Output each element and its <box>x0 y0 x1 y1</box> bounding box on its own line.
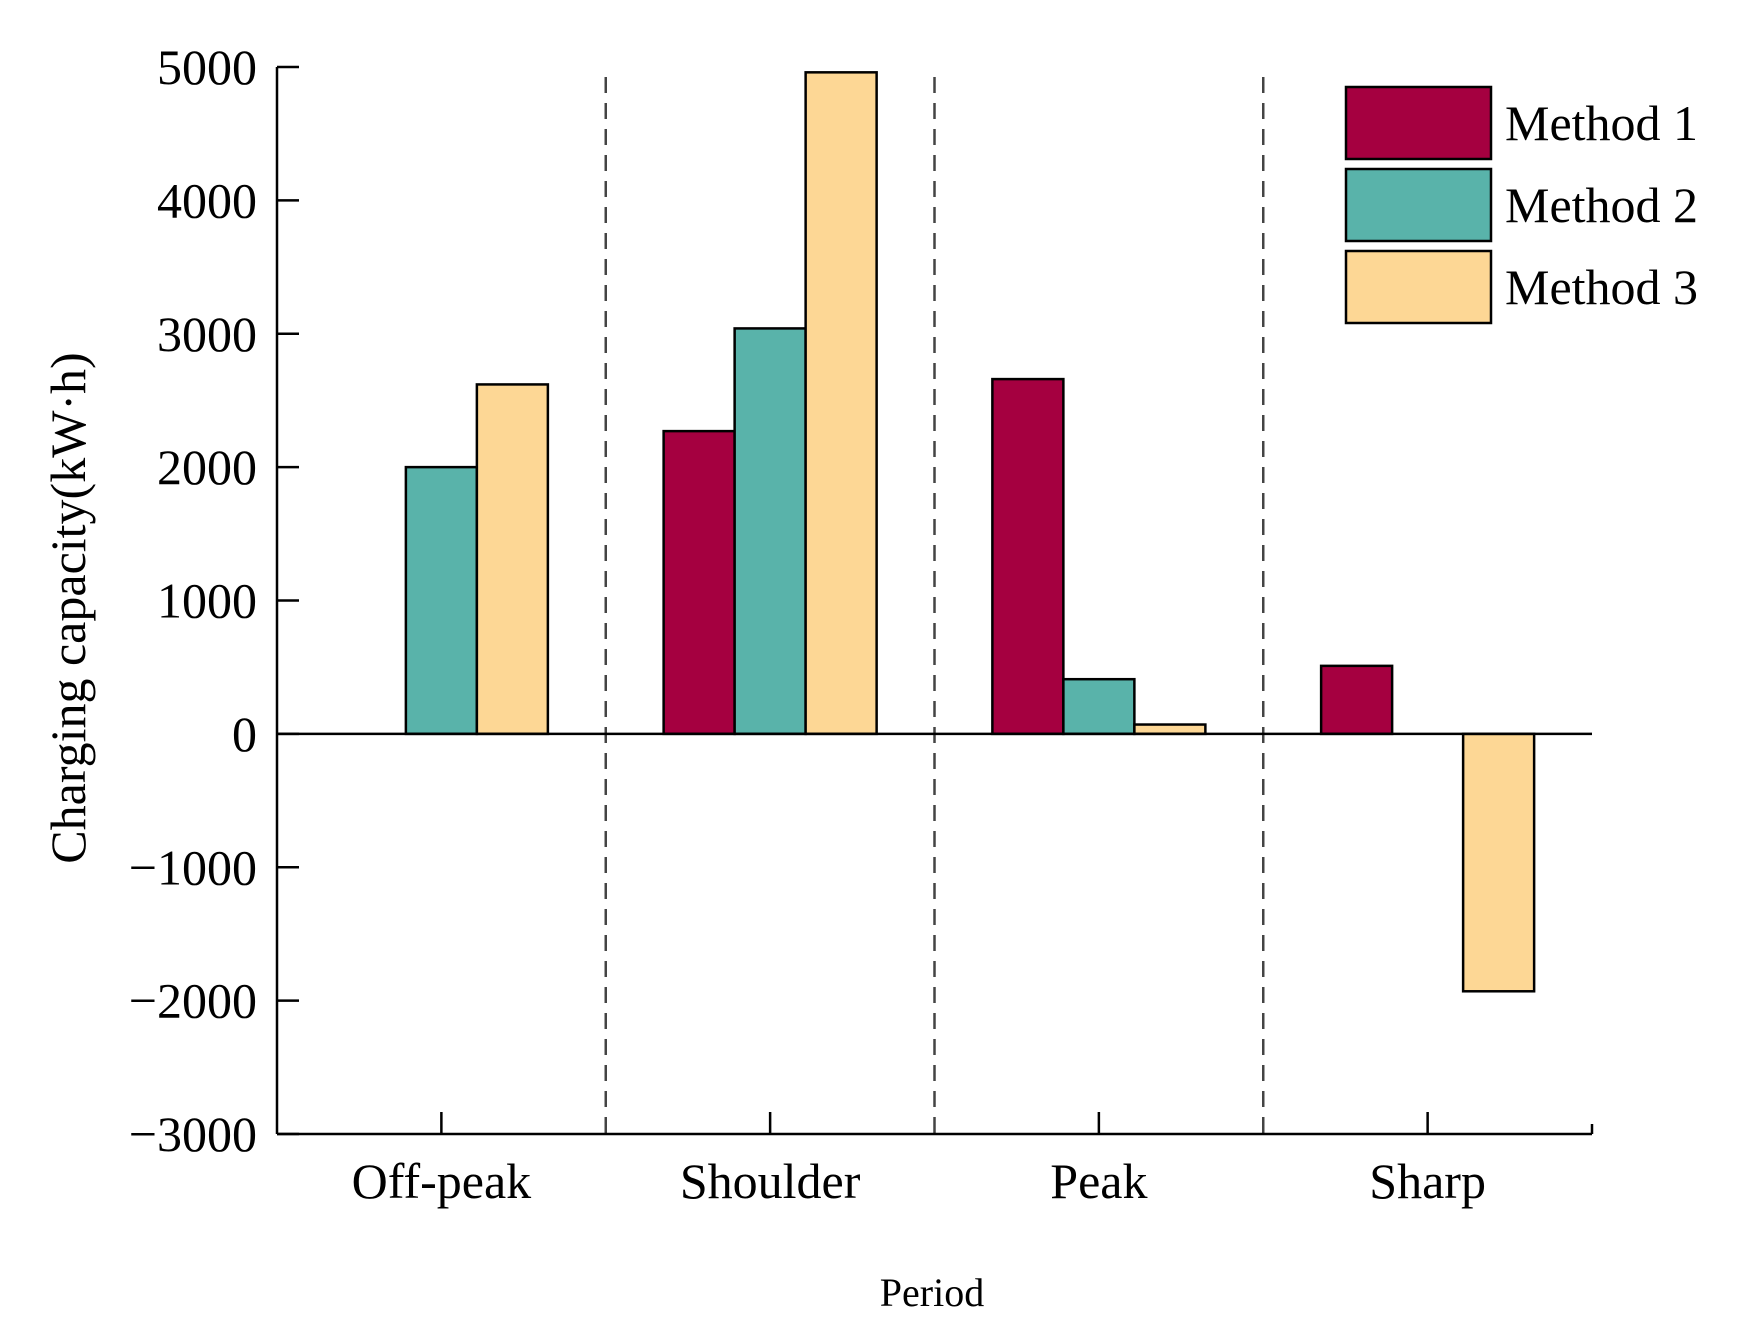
legend: Method 1 Method 2 Method 3 <box>1344 85 1698 325</box>
x-tick-label-sharp: Sharp <box>1369 1153 1486 1209</box>
bar-method-3-shoulder <box>804 71 878 736</box>
y-tick-label-8: 5000 <box>157 39 257 95</box>
legend-label-3: Method 3 <box>1505 259 1698 315</box>
bar-method-3-off-peak <box>475 383 550 736</box>
bar-method-3-peak <box>1133 723 1207 736</box>
bar-method-1-peak <box>991 377 1065 736</box>
x-ticks: Off-peak Shoulder Peak Sharp <box>352 1112 1486 1209</box>
bar-method-2-peak <box>1062 677 1136 736</box>
y-tick-label-7: 4000 <box>157 172 257 228</box>
bar-method-1-shoulder <box>662 429 736 736</box>
x-axis-title: Period <box>880 1270 984 1315</box>
y-tick-label-3: 0 <box>232 706 257 762</box>
bars <box>404 71 1536 993</box>
y-tick-label-4: 1000 <box>157 573 257 629</box>
legend-label-2: Method 2 <box>1505 177 1698 233</box>
x-tick-label-shoulder: Shoulder <box>680 1153 861 1209</box>
y-tick-label-0: −3000 <box>129 1106 257 1162</box>
x-tick-label-off-peak: Off-peak <box>352 1153 532 1209</box>
y-tick-label-6: 3000 <box>157 306 257 362</box>
legend-swatch-2 <box>1344 167 1493 243</box>
bar-method-1-sharp <box>1319 664 1394 736</box>
bar-method-2-off-peak <box>404 465 479 736</box>
x-tick-label-peak: Peak <box>1050 1153 1147 1209</box>
y-ticks: −3000 −2000 −1000 0 1000 2000 3000 4000 5000 <box>129 39 299 1162</box>
y-tick-label-2: −1000 <box>129 839 257 895</box>
bar-method-3-sharp <box>1461 732 1536 993</box>
legend-label-1: Method 1 <box>1505 95 1698 151</box>
legend-swatch-1 <box>1344 85 1493 161</box>
y-tick-label-5: 2000 <box>157 439 257 495</box>
y-axis-title: Charging capacity(kW·h) <box>40 352 96 863</box>
legend-swatch-3 <box>1344 249 1493 325</box>
y-tick-label-1: −2000 <box>129 973 257 1029</box>
bar-method-2-shoulder <box>733 327 807 736</box>
group-separators <box>604 77 1265 1134</box>
